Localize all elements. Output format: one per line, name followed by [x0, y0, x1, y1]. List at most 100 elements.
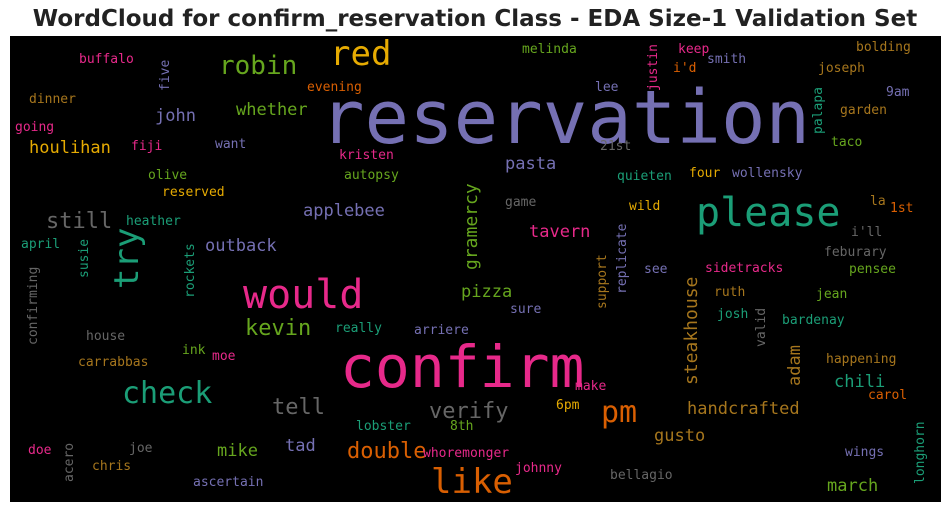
word-pizza: pizza — [461, 282, 512, 302]
word-double: double — [347, 439, 426, 464]
word-9am: 9am — [886, 85, 910, 100]
word-garden: garden — [840, 103, 887, 118]
word-carol: carol — [868, 388, 907, 403]
word-ascertain: ascertain — [193, 475, 263, 490]
word-wings: wings — [845, 445, 884, 460]
word-keep: keep — [678, 42, 709, 57]
word-wollensky: wollensky — [732, 166, 803, 181]
word-lee: lee — [595, 80, 619, 95]
word-olive: olive — [148, 168, 187, 183]
word-joseph: joseph — [818, 61, 865, 76]
word-kevin: kevin — [245, 316, 311, 341]
word-mike: mike — [217, 441, 258, 461]
word-sidetracks: sidetracks — [705, 261, 783, 276]
word-whoremonger: whoremonger — [423, 446, 509, 461]
word-acero: acero — [62, 443, 77, 482]
word-confirming: confirming — [26, 267, 41, 345]
word-ink: ink — [182, 343, 206, 358]
word-please: please — [696, 190, 841, 236]
word-make: make — [575, 379, 606, 394]
word-bolding: bolding — [856, 40, 911, 55]
word-house: house — [86, 329, 125, 344]
word-five: five — [158, 60, 173, 91]
word-pasta: pasta — [505, 154, 556, 174]
word-heather: heather — [126, 214, 181, 229]
word-la: la — [870, 194, 886, 209]
wordcloud-svg: reservation confirm please would red like try c… — [15, 36, 928, 502]
word-tavern: tavern — [529, 222, 590, 242]
word-quieten: quieten — [617, 169, 672, 184]
word-houlihan: houlihan — [29, 138, 111, 158]
word-still: still — [46, 209, 112, 234]
word-robin: robin — [219, 51, 297, 81]
word-justin: justin — [646, 44, 661, 91]
word-confirm: confirm — [340, 333, 584, 401]
word-pensee: pensee — [849, 262, 896, 277]
word-dinner: dinner — [29, 92, 76, 107]
word-pm: pm — [601, 395, 637, 430]
word-john: john — [155, 106, 196, 126]
word-moe: moe — [212, 349, 236, 364]
word-really: really — [335, 321, 382, 336]
word-march: march — [827, 476, 878, 496]
word-smith: smith — [707, 52, 746, 67]
word-21st: 21st — [600, 139, 631, 154]
word-would: would — [243, 272, 363, 318]
word-verify: verify — [429, 399, 508, 424]
word-gusto: gusto — [654, 426, 705, 446]
word-game: game — [505, 195, 536, 210]
word-6pm: 6pm — [556, 398, 580, 413]
word-support: support — [595, 254, 610, 309]
word-buffalo: buffalo — [79, 52, 134, 67]
word-tell: tell — [272, 395, 325, 420]
word-lobster: lobster — [356, 419, 411, 434]
word-1st: 1st — [890, 201, 913, 216]
word-jean: jean — [816, 287, 847, 302]
word-adam: adam — [785, 345, 805, 386]
word-fiji: fiji — [131, 139, 162, 154]
word-gramercy: gramercy — [461, 183, 482, 270]
word-want: want — [215, 137, 246, 152]
word-autopsy: autopsy — [344, 168, 399, 183]
word-i-ll: i'll — [851, 225, 882, 240]
word-happening: happening — [826, 352, 896, 367]
word-chili: chili — [834, 372, 885, 392]
word-palapa: palapa — [811, 87, 826, 134]
word-bellagio: bellagio — [610, 468, 673, 483]
wordcloud-canvas: reservation confirm please would red like try c… — [10, 36, 941, 502]
word-taco: taco — [831, 135, 862, 150]
word-bardenay: bardenay — [782, 313, 845, 328]
word-rockets: rockets — [183, 243, 198, 298]
word-applebee: applebee — [303, 201, 385, 221]
word-josh: josh — [717, 307, 748, 322]
word-like: like — [431, 462, 513, 502]
word-doe: doe — [28, 443, 52, 458]
word-try: try — [107, 228, 147, 289]
word-carrabbas: carrabbas — [78, 355, 148, 370]
word-see: see — [644, 262, 668, 277]
word-going: going — [15, 120, 54, 135]
word-8th: 8th — [450, 419, 473, 434]
word-handcrafted: handcrafted — [687, 399, 800, 419]
word-evening: evening — [307, 80, 362, 95]
word-longhorn: longhorn — [913, 421, 928, 484]
word-johnny: johnny — [515, 461, 562, 476]
word-susie: susie — [77, 239, 92, 278]
word-outback: outback — [205, 236, 277, 256]
word-reservation: reservation — [320, 75, 810, 161]
word-tad: tad — [285, 436, 316, 456]
word-four: four — [689, 166, 720, 181]
word-arriere: arriere — [414, 323, 469, 338]
word-kristen: kristen — [339, 148, 394, 163]
word-ruth: ruth — [714, 285, 745, 300]
chart-title: WordCloud for confirm_reservation Class … — [32, 6, 918, 32]
word-april: april — [21, 237, 60, 252]
word-check: check — [122, 376, 212, 411]
word-melinda: melinda — [522, 42, 577, 57]
word-chris: chris — [92, 459, 131, 474]
word-feburary: feburary — [824, 245, 887, 260]
word-wild: wild — [629, 199, 660, 214]
word-joe: joe — [129, 441, 153, 456]
word-whether: whether — [236, 100, 308, 120]
word-steakhouse: steakhouse — [681, 277, 702, 385]
